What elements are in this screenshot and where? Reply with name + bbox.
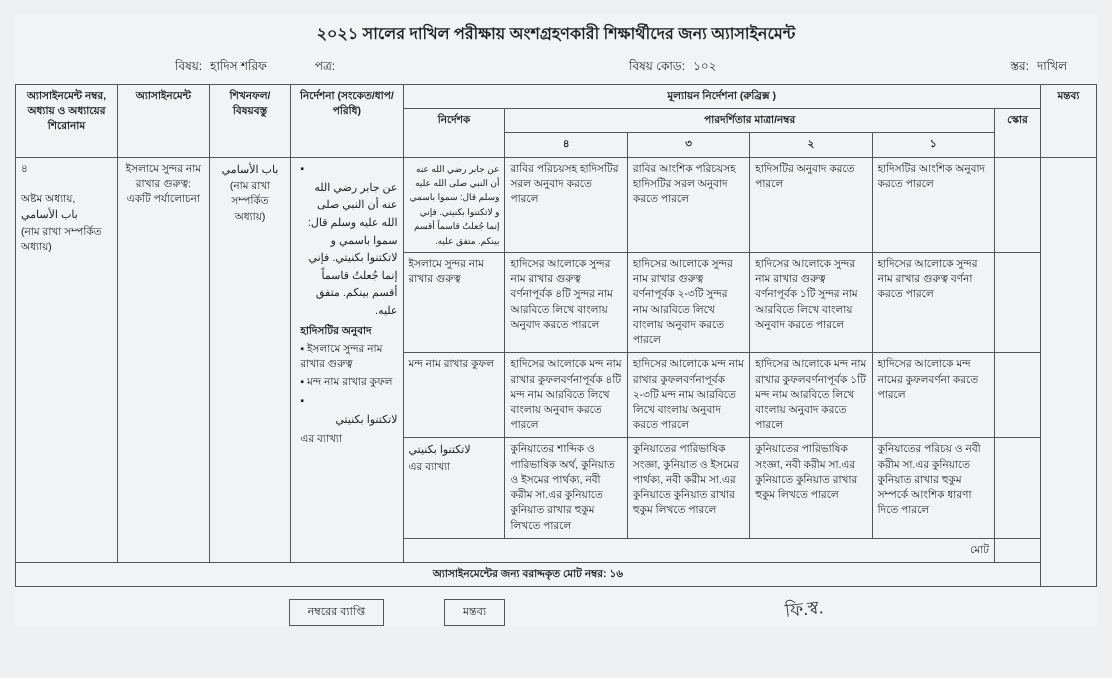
r2-score [994,353,1040,438]
meta-row: বিষয়: হাদিস শরিফ পত্র: বিষয় কোড: ১০২ স… [15,58,1097,84]
hdr-score: স্কোর [994,109,1040,157]
r1-score [994,253,1040,353]
sign-box-1: নম্বরের ব্যাপ্তি [289,599,384,626]
hdr-2: ২ [750,133,872,157]
r1-l2: হাদিসের আলোকে সুন্দর নাম রাখার গুরুত্ব ব… [750,253,872,353]
r0-l4: রাবির পরিচয়সহ হাদিসটির সরল অনুবাদ করতে … [505,157,627,252]
num: ৪ [21,163,28,175]
instr-t3: ▪ মন্দ নাম রাখার কুফল [300,375,397,390]
level-label: স্তর: [1010,58,1029,78]
hdr-col1: অ্যাসাইনমেন্ট নম্বর, অধ্যায় ও অধ্যায়ের… [16,85,118,158]
page-title: ২০২১ সালের দাখিল পরীক্ষায় অংশগ্রহণকারী … [15,15,1097,58]
assignment-page: ২০২১ সালের দাখিল পরীক্ষায় অংশগ্রহণকারী … [15,15,1097,626]
r3-l3: কুনিয়াতের পারিভাষিক সংজ্ঞা, কুনিয়াত ও … [627,438,749,538]
paper-label: পত্র: [315,58,335,78]
code-value: ১০২ [693,58,716,78]
r2-l2: হাদিসের আলোকে মন্দ নাম রাখার কুফলবর্ণনাপ… [750,353,872,438]
cell-assignment: ইসলামে সুন্দর নাম রাখার গুরুত্ব: একটি পর… [117,157,209,562]
hdr-4: ৪ [505,133,627,157]
rubric-table: অ্যাসাইনমেন্ট নম্বর, অধ্যায় ও অধ্যায়ের… [15,84,1097,587]
total-score [994,538,1040,562]
r1-l4: হাদিসের আলোকে সুন্দর নাম রাখার গুরুত্ব ব… [505,253,627,353]
r0-score [994,157,1040,252]
indicator-3: لاتكتنوا بكنيتي এর ব্যাখ্যা [403,438,505,538]
r2-l4: হাদিসের আলোকে মন্দ নাম রাখার কুফলবর্ণনাপ… [505,353,627,438]
r1-l1: হাদিসের আলোকে সুন্দর নাম রাখার গুরুত্ব ব… [872,253,994,353]
hdr-rubric: মূল্যায়ন নির্দেশনা (রুব্রিক্স ) [403,85,1040,109]
sign-box-2: মন্তব্য [444,599,505,626]
r3-l4: কুনিয়াতের শাব্দিক ও পারিভাষিক অর্থ, কুন… [505,438,627,538]
indicator-2: মন্দ নাম রাখার কুফল [403,353,505,438]
signature-row: নম্বরের ব্যাপ্তি মন্তব্য ফি.স্ব. [15,599,1097,626]
code-label: বিষয় কোড: [629,58,685,78]
r2-l3: হাদিসের আলোকে মন্দ নাম রাখার কুফলবর্ণনাপ… [627,353,749,438]
r0-l2: হাদিসটির অনুবাদ করতে পারলে [750,157,872,252]
instr-t4: ▪ لاتكتنوا بكنيتي [300,394,397,430]
instr-t1: হাদিসটির অনুবাদ [300,324,397,339]
outcome-ar: باب الأسامي [222,164,279,176]
subject-label: বিষয়: [175,58,202,78]
r1-l3: হাদিসের আলোকে সুন্দর নাম রাখার গুরুত্ব ব… [627,253,749,353]
cell-assignment-num: ৪ অষ্টম অধ্যায়, باب الأسامي (নাম রাখা স… [16,157,118,562]
hdr-indicator: নির্দেশক [403,109,505,157]
hdr-perf: পারদর্শিতার মাত্রা/নম্বর [505,109,995,133]
r2-l1: হাদিসের আলোকে মন্দ নামের কুফলবর্ণনা করতে… [872,353,994,438]
hdr-1: ১ [872,133,994,157]
footer-marks: অ্যাসাইনমেন্টের জন্য বরাদ্দকৃত মোট নম্বর… [16,562,1041,586]
hdr-remarks: মন্তব্য [1040,85,1096,158]
total-label: মোট [403,538,994,562]
r3-score [994,438,1040,538]
chapter: অষ্টম অধ্যায়, [21,193,75,205]
indicator-0: عن جابر رضي الله عنه أن النبي صلى الله ع… [403,157,505,252]
level-value: দাখিল [1037,58,1067,78]
chapter-note: (নাম রাখা সম্পর্কিত অধ্যায়) [21,226,102,253]
instr-t5: এর ব্যাখ্যা [300,432,397,447]
r3-l2: কুনিয়াতের পারিভাষিক সংজ্ঞা, নবী করীম সা… [750,438,872,538]
indicator-1: ইসলামে সুন্দর নাম রাখার গুরুত্ব [403,253,505,353]
instr-ar: عن جابر رضي الله عنه أن النبي صلى الله ع… [300,180,397,321]
hdr-col3: শিখনফল/ বিষয়বস্তু [209,85,291,158]
hdr-3: ৩ [627,133,749,157]
instr-t2: ▪ ইসলামে সুন্দর নাম রাখার গুরুত্ব [300,342,397,372]
outcome-bn: (নাম রাখা সম্পর্কিত অধ্যায়) [230,180,270,222]
cell-instruction: ▪ عن جابر رضي الله عنه أن النبي صلى الله… [291,157,403,562]
r0-l1: হাদিসটির আংশিক অনুবাদ করতে পারলে [872,157,994,252]
hdr-col4: নির্দেশনা (সংকেত/ধাপ/ পরিধি) [291,85,403,158]
remarks-cell [1040,157,1096,587]
signature-scribble: ফি.স্ব. [784,593,825,628]
chapter-ar: باب الأسامي [21,209,78,221]
r0-l3: রাবির আংশিক পরিচয়সহ হাদিসটির সরল অনুবাদ… [627,157,749,252]
cell-outcome: باب الأسامي (নাম রাখা সম্পর্কিত অধ্যায়) [209,157,291,562]
bullet-1: ▪ [300,162,397,177]
r3-l1: কুনিয়াতের পরিচয় ও নবী করীম সা.এর কুনিয… [872,438,994,538]
hdr-col2: অ্যাসাইনমেন্ট [117,85,209,158]
subject-value: হাদিস শরিফ [210,58,267,78]
